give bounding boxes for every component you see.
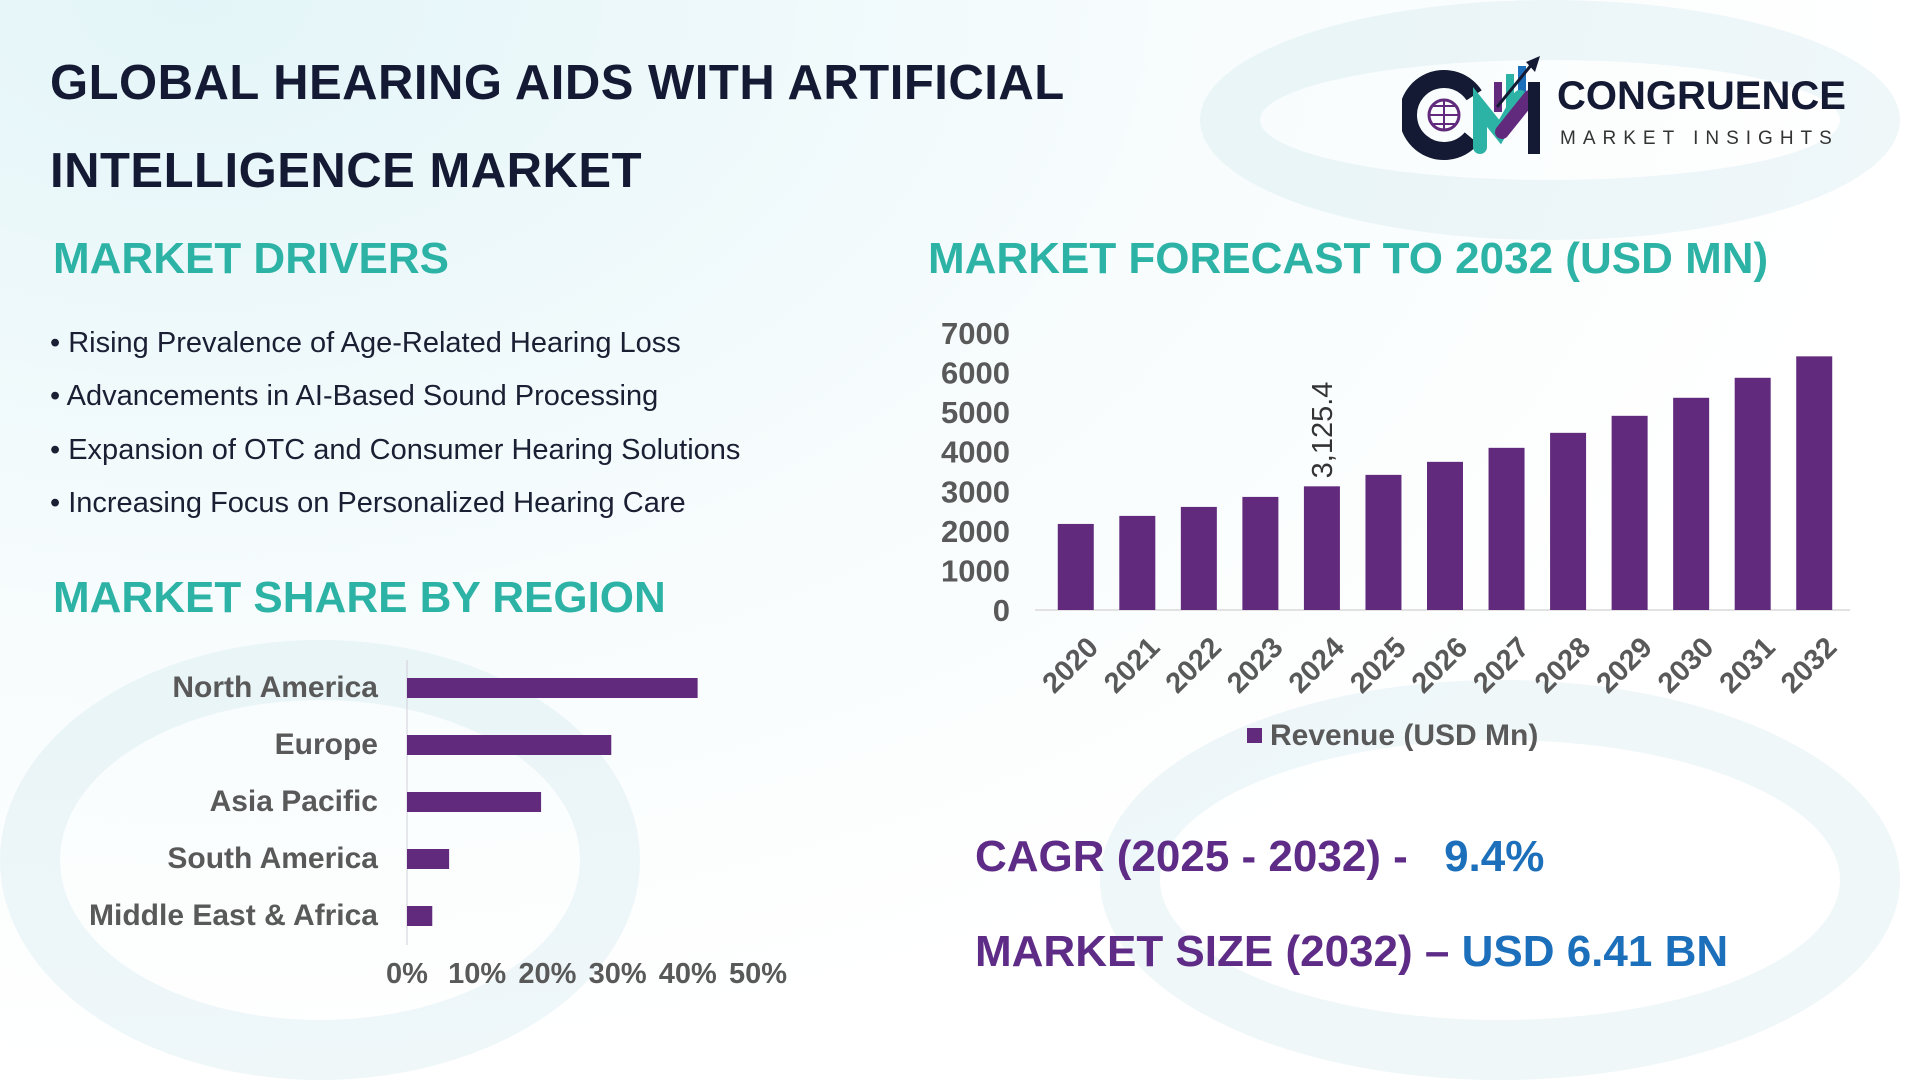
y-tick-label: 2000	[941, 514, 1010, 549]
x-tick-label: 40%	[659, 958, 717, 990]
data-label: 3,125.4	[1307, 382, 1339, 479]
x-tick-label: 2022	[1160, 631, 1228, 699]
x-tick-label: 2029	[1590, 631, 1658, 699]
bar-middle-east-africa	[407, 906, 433, 926]
x-tick-label: 0%	[386, 958, 428, 990]
x-tick-label: 2026	[1406, 631, 1474, 699]
x-tick-label: 2028	[1529, 631, 1597, 699]
x-tick-label: 30%	[589, 958, 647, 990]
bar-2025	[1365, 474, 1402, 610]
category-label: South America	[167, 842, 378, 875]
x-tick-label: 20%	[518, 958, 576, 990]
bar-south-america	[407, 849, 450, 869]
bar-2024	[1303, 486, 1340, 610]
driver-text: Expansion of OTC and Consumer Hearing So…	[68, 434, 741, 466]
driver-item: • Rising Prevalence of Age-Related Heari…	[50, 327, 681, 359]
driver-text: Increasing Focus on Personalized Hearing…	[68, 487, 686, 519]
category-label: Europe	[275, 728, 378, 761]
market-size-label: MARKET SIZE (2032) –	[975, 927, 1450, 976]
x-tick-label: 2027	[1467, 631, 1535, 699]
forecast-chart: 0100020003000400050006000700020202021202…	[941, 316, 1850, 752]
page-title-line1: GLOBAL HEARING AIDS WITH ARTIFICIAL	[50, 56, 1065, 110]
driver-item: • Expansion of OTC and Consumer Hearing …	[50, 434, 741, 466]
cagr-label: CAGR (2025 - 2032) -	[975, 832, 1408, 881]
bar-2027	[1488, 447, 1525, 610]
bar-2030	[1673, 397, 1710, 610]
bar-2020	[1057, 523, 1094, 610]
y-tick-label: 7000	[941, 316, 1010, 351]
driver-item: • Advancements in AI-Based Sound Process…	[50, 380, 659, 412]
bar-2029	[1611, 415, 1648, 610]
driver-text: Rising Prevalence of Age-Related Hearing…	[68, 327, 681, 359]
category-label: North America	[172, 671, 378, 704]
region-share-chart: North America Europe Asia Pacific South Ame…	[89, 660, 787, 990]
category-label: Asia Pacific	[210, 785, 378, 818]
y-tick-label: 5000	[941, 395, 1010, 430]
legend-label: Revenue (USD Mn)	[1270, 719, 1538, 752]
bar-2023	[1242, 496, 1279, 610]
x-tick-label: 2031	[1714, 631, 1782, 699]
x-tick-label: 2025	[1344, 631, 1412, 699]
x-tick-label: 2020	[1037, 631, 1105, 699]
x-tick-label: 2032	[1775, 631, 1843, 699]
y-tick-label: 6000	[941, 356, 1010, 391]
legend-swatch	[1247, 728, 1262, 743]
y-tick-label: 1000	[941, 553, 1010, 588]
logo-mark-icon	[1402, 56, 1540, 160]
cagr-kpi: CAGR (2025 - 2032) - 9.4%	[975, 832, 1544, 882]
x-tick-label: 2024	[1283, 631, 1351, 699]
cagr-value: 9.4%	[1444, 832, 1545, 881]
logo-tagline: MARKET INSIGHTS	[1560, 128, 1839, 149]
category-label: Middle East & Africa	[89, 899, 378, 932]
market-size-kpi: MARKET SIZE (2032) – USD 6.41 BN	[975, 927, 1728, 977]
bar-2032	[1796, 356, 1833, 610]
x-tick-label: 2030	[1652, 631, 1720, 699]
bar-2028	[1550, 432, 1587, 610]
driver-text: Advancements in AI-Based Sound Processin…	[66, 380, 659, 412]
y-tick-label: 4000	[941, 435, 1010, 470]
y-tick-label: 3000	[941, 474, 1010, 509]
bar-2022	[1180, 506, 1217, 610]
bar-europe	[407, 735, 612, 755]
bar-north-america	[407, 678, 698, 698]
bar-2026	[1427, 461, 1463, 610]
forecast-heading: MARKET FORECAST TO 2032 (USD MN)	[928, 234, 1769, 283]
region-heading: MARKET SHARE BY REGION	[53, 573, 666, 622]
drivers-heading: MARKET DRIVERS	[53, 234, 450, 283]
x-tick-label: 2021	[1098, 631, 1166, 699]
y-tick-label: 0	[993, 593, 1010, 628]
bar-asia-pacific	[407, 792, 542, 812]
driver-item: • Increasing Focus on Personalized Heari…	[50, 487, 686, 519]
page-title-line2: INTELLIGENCE MARKET	[50, 144, 643, 198]
logo: CONGRUENCE MARKET INSIGHTS	[1402, 52, 1872, 162]
x-tick-label: 2023	[1221, 631, 1289, 699]
market-size-value: USD 6.41 BN	[1461, 927, 1729, 976]
logo-brand: CONGRUENCE	[1557, 74, 1846, 118]
x-tick-label: 10%	[448, 958, 506, 990]
bar-2021	[1119, 515, 1156, 610]
bar-2031	[1734, 377, 1771, 610]
x-tick-label: 50%	[729, 958, 787, 990]
